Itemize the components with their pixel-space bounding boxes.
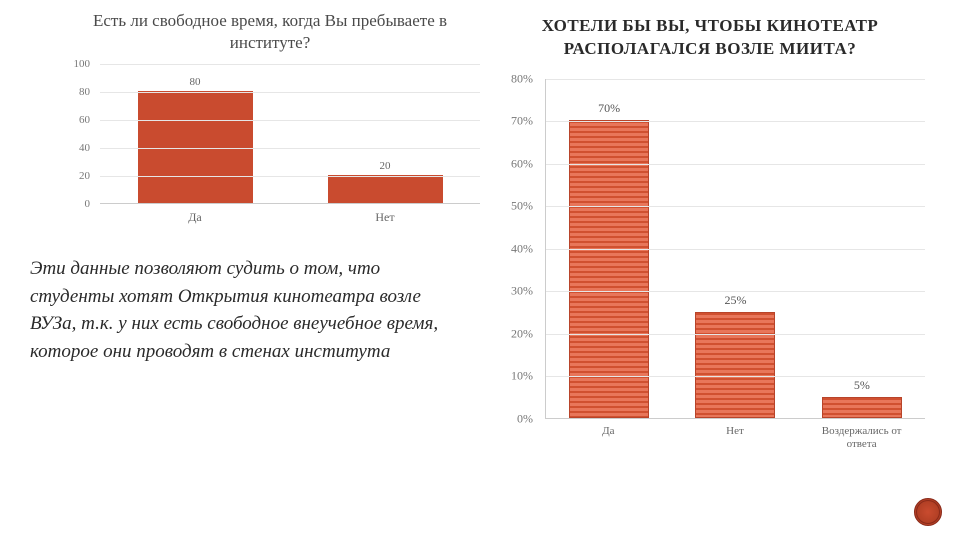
chart2-ytick: 0%: [517, 411, 533, 426]
chart1-gridline: [100, 120, 480, 121]
chart2-x-label: Нет: [685, 425, 785, 451]
chart2-x-labels: Да Нет Воздержались от ответа: [545, 425, 925, 451]
chart2-title: ХОТЕЛИ БЫ ВЫ, ЧТОБЫ КИНОТЕАТР РАСПОЛАГАЛ…: [495, 15, 925, 61]
chart1-area: 020406080100 8020 ДаНет: [60, 64, 480, 224]
chart2-bar-value-label: 5%: [854, 378, 870, 393]
chart1-bar-column: 20: [325, 64, 445, 203]
chart2-bar: [569, 120, 649, 418]
chart1-y-axis: 020406080100: [60, 64, 94, 204]
chart2-gridline: [546, 291, 925, 292]
chart2-plot: 70% 25% 5%: [545, 79, 925, 419]
chart1-bar-value-label: 20: [380, 160, 391, 172]
chart2-x-label: Воздержались от ответа: [812, 425, 912, 451]
chart1-bar: [138, 91, 253, 203]
chart1-ytick: 80: [79, 86, 90, 98]
chart2-ytick: 40%: [511, 241, 533, 256]
chart1-ytick: 100: [74, 58, 91, 70]
chart1-gridline: [100, 176, 480, 177]
chart1-bar: [328, 175, 443, 203]
chart1-gridline: [100, 92, 480, 93]
chart1-gridline: [100, 148, 480, 149]
chart2-bar-value-label: 25%: [724, 293, 746, 308]
chart1-plot: 80 20: [100, 64, 480, 204]
chart1-ytick: 0: [85, 198, 91, 210]
chart1-bar-value-label: 80: [190, 76, 201, 88]
chart2-ytick: 30%: [511, 284, 533, 299]
chart2-gridline: [546, 334, 925, 335]
chart-free-time: Есть ли свободное время, когда Вы пребыв…: [60, 10, 480, 224]
chart2-ytick: 10%: [511, 369, 533, 384]
chart2-ytick: 50%: [511, 199, 533, 214]
chart1-title: Есть ли свободное время, когда Вы пребыв…: [60, 10, 480, 54]
chart2-gridline: [546, 206, 925, 207]
chart1-ytick: 20: [79, 170, 90, 182]
chart1-ytick: 40: [79, 142, 90, 154]
chart2-ytick: 80%: [511, 71, 533, 86]
summary-paragraph: Эти данные позволяют судить о том, что с…: [30, 255, 460, 365]
chart2-x-label: Да: [558, 425, 658, 451]
corner-badge-icon: [914, 498, 942, 526]
chart-cinema-near-miit: ХОТЕЛИ БЫ ВЫ, ЧТОБЫ КИНОТЕАТР РАСПОЛАГАЛ…: [495, 15, 925, 449]
chart1-ytick: 60: [79, 114, 90, 126]
chart2-gridline: [546, 121, 925, 122]
chart1-x-label: Да: [135, 210, 255, 225]
chart2-area: 0%10%20%30%40%50%60%70%80% 70%25%5% ДаНе…: [495, 79, 925, 449]
chart2-bar: [695, 312, 775, 418]
chart2-gridline: [546, 79, 925, 80]
chart2-ytick: 70%: [511, 114, 533, 129]
chart2-gridline: [546, 376, 925, 377]
chart1-bar-column: 80: [135, 64, 255, 203]
chart2-bar: [822, 397, 902, 418]
chart1-x-label: Нет: [325, 210, 445, 225]
chart1-x-labels: Да Нет: [100, 210, 480, 225]
chart2-gridline: [546, 249, 925, 250]
chart1-gridline: [100, 64, 480, 65]
chart2-gridline: [546, 164, 925, 165]
chart2-ytick: 60%: [511, 156, 533, 171]
chart2-bar-value-label: 70%: [598, 101, 620, 116]
chart2-ytick: 20%: [511, 326, 533, 341]
chart1-bars: 80 20: [100, 64, 480, 203]
chart2-y-axis: 0%10%20%30%40%50%60%70%80%: [495, 79, 539, 419]
